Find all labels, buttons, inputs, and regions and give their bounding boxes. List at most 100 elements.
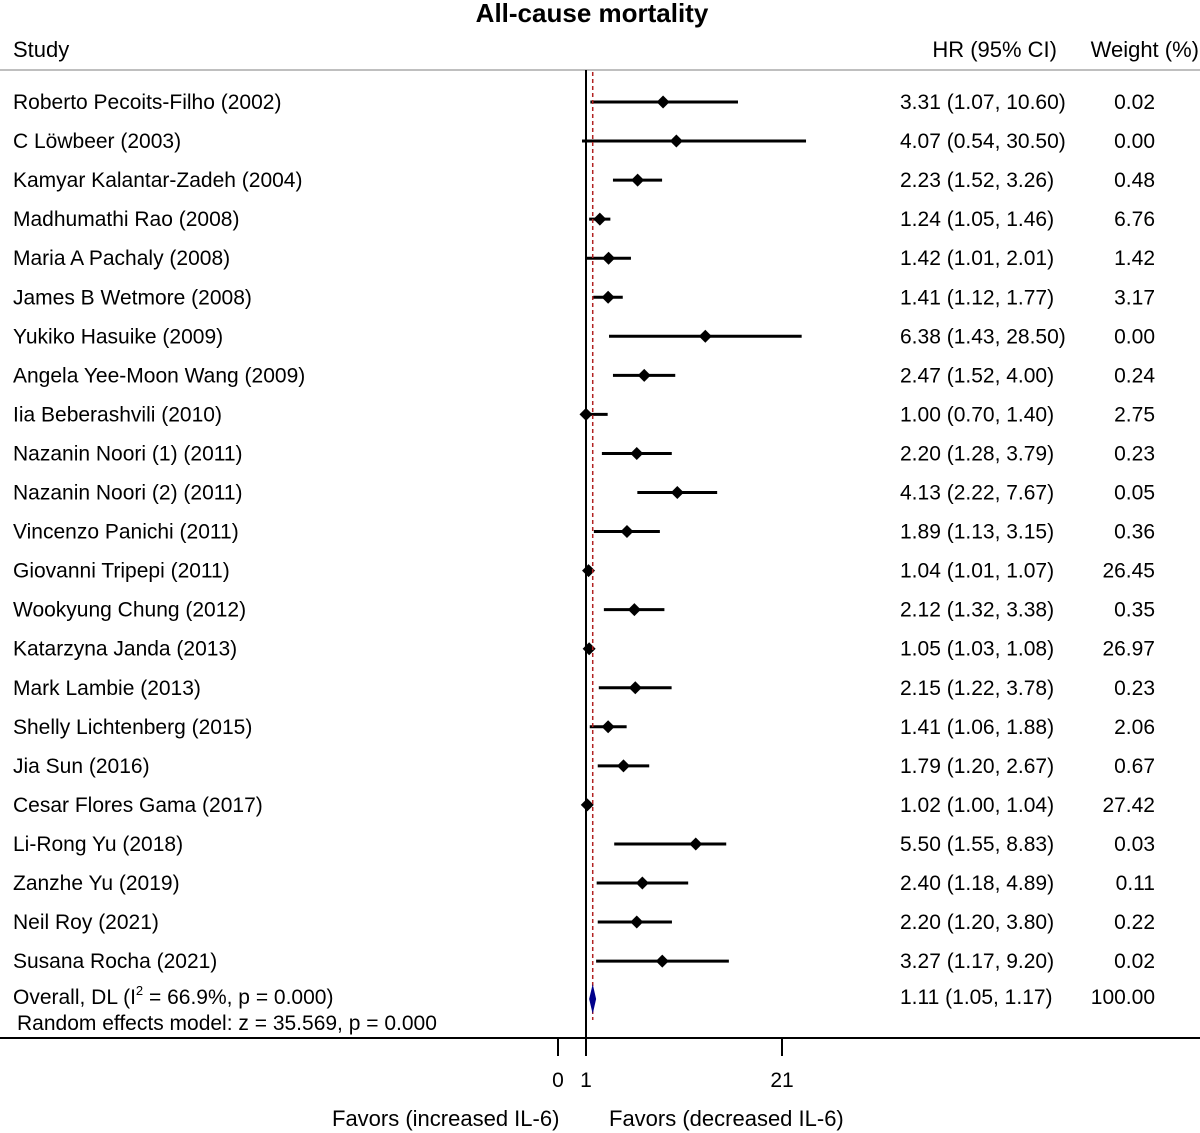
point-estimate-marker — [656, 95, 670, 109]
study-ci-text: 4.13 (2.22, 7.67) — [900, 482, 1054, 505]
study-row: Madhumathi Rao (2008) 1.24 (1.05, 1.46) 6.… — [13, 208, 1155, 231]
study-row: Maria A Pachaly (2008) 1.42 (1.01, 2.01) 1… — [13, 247, 1155, 270]
chart-title: All-cause mortality — [476, 0, 709, 28]
study-ci-text: 1.89 (1.13, 3.15) — [900, 521, 1054, 544]
study-row: Nazanin Noori (2) (2011) 4.13 (2.22, 7.67… — [13, 482, 1155, 505]
overall-ci-text: 1.11 (1.05, 1.17) — [900, 986, 1053, 1009]
point-estimate-marker — [616, 759, 630, 773]
study-rows: Roberto Pecoits-Filho (2002) 3.31 (1.07, … — [13, 91, 1155, 973]
weight-column-header: Weight (%) — [1091, 37, 1199, 62]
study-row: Shelly Lichtenberg (2015) 1.41 (1.06, 1.8… — [13, 716, 1155, 739]
study-row: Susana Rocha (2021) 3.27 (1.17, 9.20) 0.02 — [13, 950, 1155, 973]
study-label: Zanzhe Yu (2019) — [13, 872, 180, 895]
study-row: Zanzhe Yu (2019) 2.40 (1.18, 4.89) 0.11 — [13, 872, 1155, 895]
study-ci-text: 6.38 (1.43, 28.50) — [900, 325, 1066, 348]
study-ci-text: 2.15 (1.22, 3.78) — [900, 677, 1054, 700]
study-row: Giovanni Tripepi (2011) 1.04 (1.01, 1.07)… — [13, 560, 1155, 583]
study-ci-text: 1.24 (1.05, 1.46) — [900, 208, 1054, 231]
study-weight: 2.06 — [1114, 716, 1155, 739]
point-estimate-marker — [669, 134, 683, 148]
x-tick-label: 1 — [580, 1069, 592, 1092]
study-row: Angela Yee-Moon Wang (2009) 2.47 (1.52, 4… — [13, 364, 1155, 387]
study-weight: 0.03 — [1114, 833, 1155, 856]
study-row: C Löwbeer (2003) 4.07 (0.54, 30.50) 0.00 — [13, 130, 1155, 153]
overall-label: Overall, DL (I2 = 66.9%, p = 0.000) — [13, 983, 333, 1009]
study-weight: 0.05 — [1114, 482, 1155, 505]
study-label: Madhumathi Rao (2008) — [13, 208, 239, 231]
favors-left-label: Favors (increased IL-6) — [332, 1106, 559, 1131]
study-weight: 0.02 — [1114, 91, 1155, 114]
study-row: Cesar Flores Gama (2017) 1.02 (1.00, 1.04… — [13, 794, 1155, 817]
study-label: Nazanin Noori (2) (2011) — [13, 482, 243, 505]
study-ci-text: 5.50 (1.55, 8.83) — [900, 833, 1054, 856]
study-weight: 0.23 — [1114, 442, 1155, 465]
estimate-column-header: HR (95% CI) — [932, 37, 1057, 62]
study-ci-text: 2.47 (1.52, 4.00) — [900, 364, 1054, 387]
study-weight: 0.48 — [1114, 169, 1155, 192]
point-estimate-marker — [635, 876, 649, 890]
point-estimate-marker — [601, 720, 615, 734]
point-estimate-marker — [631, 173, 645, 187]
point-estimate-marker — [602, 251, 616, 265]
study-label: Yukiko Hasuike (2009) — [13, 325, 223, 348]
study-ci-text: 1.42 (1.01, 2.01) — [900, 247, 1054, 270]
study-row: Katarzyna Janda (2013) 1.05 (1.03, 1.08) 2… — [13, 638, 1155, 661]
point-estimate-marker — [593, 212, 607, 226]
study-ci-text: 1.79 (1.20, 2.67) — [900, 755, 1054, 778]
study-row: James B Wetmore (2008) 1.41 (1.12, 1.77) 3… — [13, 286, 1155, 309]
study-row: Iia Beberashvili (2010) 1.00 (0.70, 1.40)… — [13, 403, 1155, 426]
point-estimate-marker — [582, 642, 596, 656]
study-label: Nazanin Noori (1) (2011) — [13, 442, 243, 465]
study-label: Shelly Lichtenberg (2015) — [13, 716, 252, 739]
study-row: Jia Sun (2016) 1.79 (1.20, 2.67) 0.67 — [13, 755, 1155, 778]
study-weight: 0.11 — [1116, 872, 1155, 895]
study-row: Roberto Pecoits-Filho (2002) 3.31 (1.07, … — [13, 91, 1155, 114]
study-weight: 0.00 — [1114, 325, 1155, 348]
overall-row: Overall, DL (I2 = 66.9%, p = 0.000) Rand… — [13, 983, 1155, 1035]
study-ci-text: 2.40 (1.18, 4.89) — [900, 872, 1054, 895]
study-weight: 2.75 — [1114, 403, 1155, 426]
study-label: Maria A Pachaly (2008) — [13, 247, 230, 270]
point-estimate-marker — [655, 954, 669, 968]
study-ci-text: 1.02 (1.00, 1.04) — [900, 794, 1054, 817]
study-ci-text: 1.41 (1.12, 1.77) — [900, 286, 1054, 309]
study-label: Iia Beberashvili (2010) — [13, 403, 222, 426]
study-ci-text: 3.31 (1.07, 10.60) — [900, 91, 1066, 114]
study-weight: 6.76 — [1114, 208, 1155, 231]
x-axis-ticks: 0 1 21 — [552, 1038, 794, 1092]
study-weight: 0.22 — [1114, 911, 1155, 934]
study-label: Katarzyna Janda (2013) — [13, 638, 237, 661]
point-estimate-marker — [689, 837, 703, 851]
study-weight: 0.00 — [1114, 130, 1155, 153]
study-column-header: Study — [13, 37, 69, 62]
point-estimate-marker — [627, 603, 641, 617]
study-label: Angela Yee-Moon Wang (2009) — [13, 364, 305, 387]
study-label: Li-Rong Yu (2018) — [13, 833, 183, 856]
study-ci-text: 1.05 (1.03, 1.08) — [900, 638, 1054, 661]
overall-diamond — [589, 984, 597, 1014]
study-weight: 27.42 — [1102, 794, 1155, 817]
study-ci-text: 1.41 (1.06, 1.88) — [900, 716, 1054, 739]
point-estimate-marker — [637, 368, 651, 382]
study-weight: 26.45 — [1102, 560, 1155, 583]
overall-label-superscript: 2 — [136, 983, 143, 998]
overall-label-prefix: Overall, DL (I — [13, 986, 136, 1009]
x-tick-label: 21 — [770, 1069, 793, 1092]
overall-label-suffix: = 66.9%, p = 0.000) — [143, 986, 333, 1009]
favors-right-label: Favors (decreased IL-6) — [609, 1106, 844, 1131]
point-estimate-marker — [698, 329, 712, 343]
study-label: Wookyung Chung (2012) — [13, 599, 246, 622]
point-estimate-marker — [580, 798, 594, 812]
point-estimate-marker — [630, 446, 644, 460]
study-label: Roberto Pecoits-Filho (2002) — [13, 91, 281, 114]
study-weight: 0.24 — [1114, 364, 1155, 387]
study-label: Mark Lambie (2013) — [13, 677, 201, 700]
study-ci-text: 1.00 (0.70, 1.40) — [900, 403, 1054, 426]
study-row: Nazanin Noori (1) (2011) 2.20 (1.28, 3.79… — [13, 442, 1155, 465]
overall-weight: 100.00 — [1091, 986, 1155, 1009]
study-weight: 0.23 — [1114, 677, 1155, 700]
study-weight: 0.36 — [1114, 521, 1155, 544]
point-estimate-marker — [620, 525, 634, 539]
study-weight: 26.97 — [1102, 638, 1155, 661]
study-weight: 0.67 — [1114, 755, 1155, 778]
